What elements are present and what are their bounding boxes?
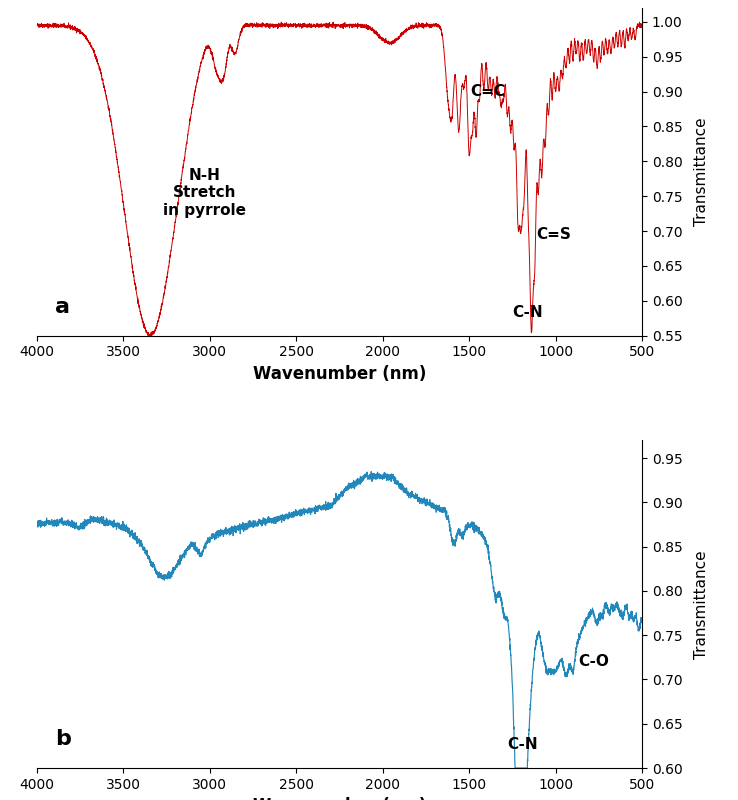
Text: C-O: C-O <box>578 654 609 670</box>
X-axis label: Wavenumber (nm): Wavenumber (nm) <box>253 365 426 383</box>
Text: a: a <box>55 297 70 317</box>
Y-axis label: Transmittance: Transmittance <box>694 550 708 658</box>
Text: C-N: C-N <box>511 306 542 320</box>
Text: C=C: C=C <box>470 84 505 99</box>
Text: N-H
Stretch
in pyrrole: N-H Stretch in pyrrole <box>163 168 246 218</box>
Text: C-N: C-N <box>508 737 538 752</box>
Text: b: b <box>55 729 71 749</box>
Text: C=S: C=S <box>537 227 571 242</box>
Y-axis label: Transmittance: Transmittance <box>694 118 708 226</box>
X-axis label: Wavenumber (nm): Wavenumber (nm) <box>253 798 426 800</box>
